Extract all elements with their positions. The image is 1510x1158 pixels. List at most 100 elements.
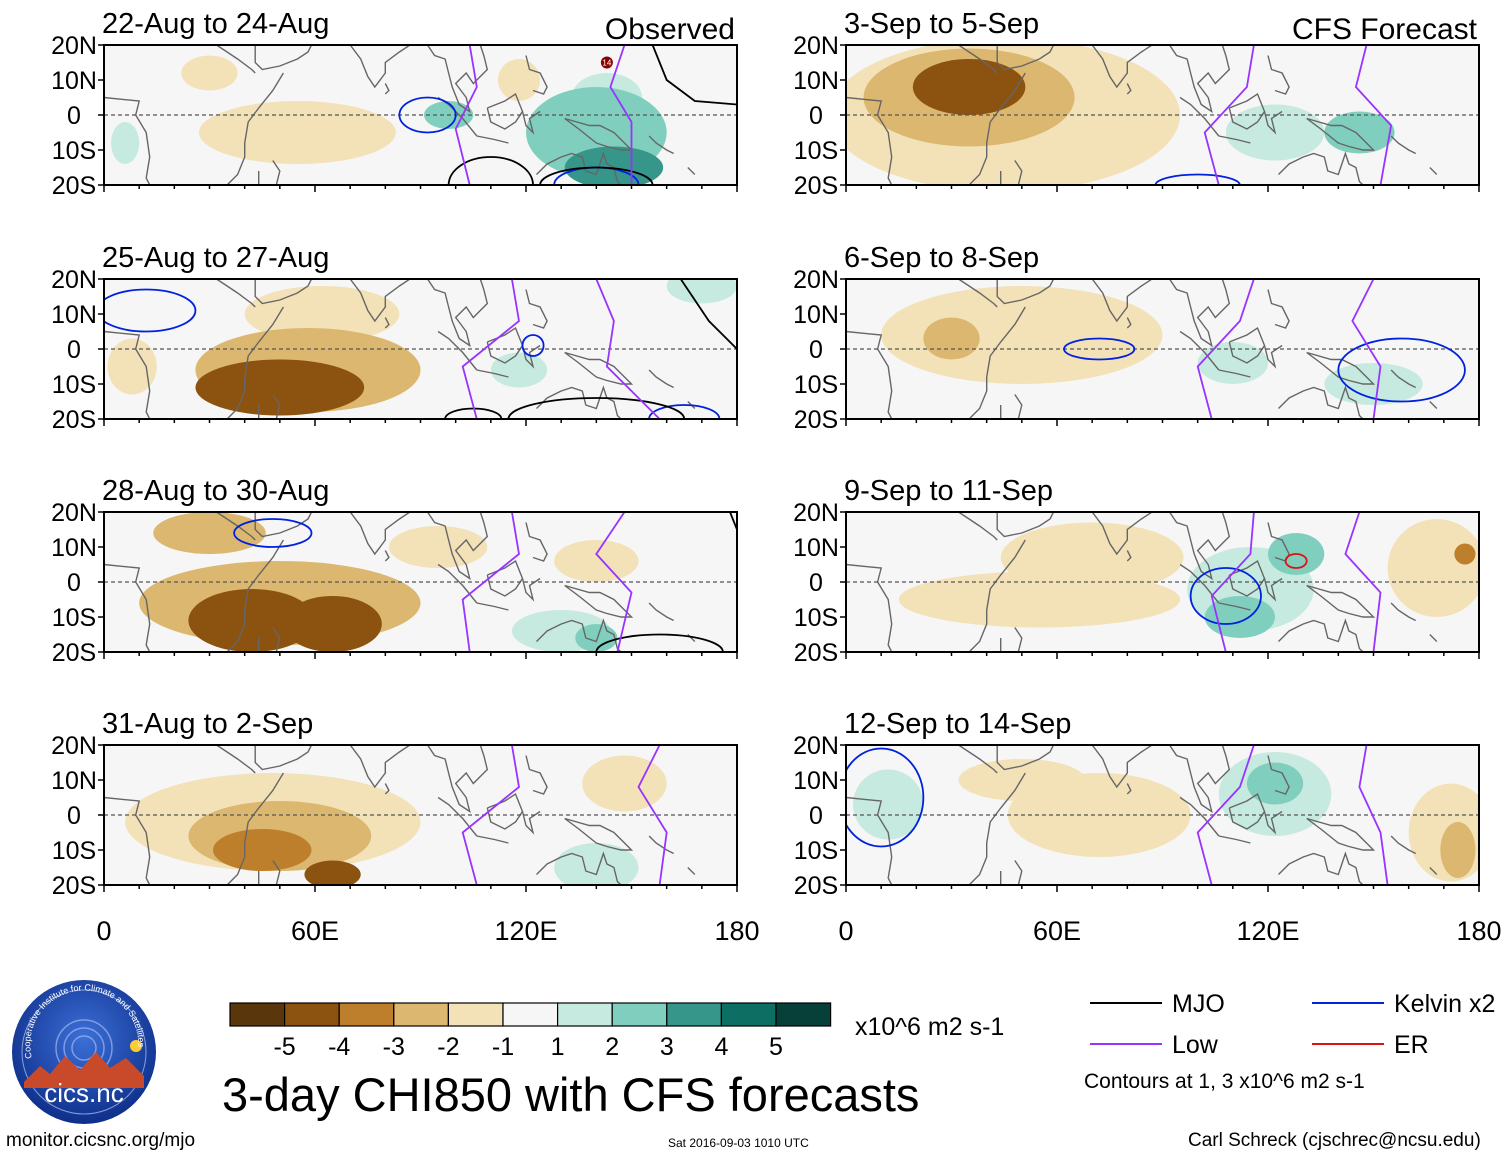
- y-tick-label: 20N: [51, 499, 97, 527]
- coastline: [216, 45, 256, 74]
- coastline: [1267, 522, 1290, 562]
- y-tick-label: 10N: [793, 767, 839, 795]
- coastline: [104, 796, 151, 885]
- coastline: [1218, 369, 1251, 378]
- y-tick-label: 20S: [52, 406, 96, 434]
- coastline: [476, 135, 509, 144]
- colorbar-tick-label: -5: [273, 1033, 295, 1061]
- panel-period-title: 25-Aug to 27-Aug: [102, 242, 329, 274]
- y-tick-label: 20N: [793, 499, 839, 527]
- coastline: [525, 55, 548, 95]
- coastline: [254, 45, 313, 71]
- kelvin-contour: [233, 518, 313, 548]
- footer-url[interactable]: monitor.cicsnc.org/mjo: [6, 1130, 196, 1151]
- y-tick-label: 10N: [793, 301, 839, 329]
- colorbar-tick-label: -3: [383, 1033, 405, 1061]
- logo-text: cics.nc: [44, 1078, 123, 1108]
- coastline: [564, 584, 634, 618]
- chi850-anomaly-blob: [188, 589, 315, 652]
- y-tick-label: 10S: [794, 604, 838, 632]
- colorbar-swatch: [393, 1002, 449, 1027]
- coastline: [687, 867, 696, 875]
- chi850-anomaly-blob: [213, 829, 312, 871]
- y-tick-label: 10S: [794, 137, 838, 165]
- coastline: [536, 851, 622, 885]
- coastline: [968, 539, 1026, 652]
- coastline: [648, 135, 675, 155]
- x-tick-label: 180: [714, 916, 759, 946]
- y-tick-label: 20S: [794, 639, 838, 667]
- y-tick-label: 10S: [52, 604, 96, 632]
- coastline: [1429, 867, 1438, 875]
- colorbar-tick-label: 5: [769, 1033, 783, 1061]
- coastline: [1126, 317, 1132, 329]
- coastline: [1278, 851, 1364, 885]
- y-tick-label: 0: [67, 802, 81, 830]
- map-panel: 20N 10N 0 10S 20S 3-Sep to 5-Sep CFS Forecast: [793, 8, 1480, 200]
- coastline: [687, 167, 696, 175]
- chi850-anomaly-blob: [666, 279, 737, 304]
- coastline: [1306, 817, 1376, 851]
- low-contour: [1203, 45, 1255, 185]
- kelvin-contour: [521, 334, 545, 357]
- y-tick-label: 20N: [51, 32, 97, 60]
- coastline: [996, 45, 1055, 71]
- coastline: [426, 45, 489, 114]
- panel-contents: [846, 512, 1479, 652]
- coastline: [968, 306, 1026, 419]
- storm-marker-label: 14: [602, 59, 611, 68]
- coastline: [648, 369, 675, 389]
- coastline: [486, 326, 524, 364]
- colorbar-swatch: [447, 1002, 504, 1027]
- y-tick-label: 10S: [794, 837, 838, 865]
- legend-label: Kelvin x2: [1394, 990, 1495, 1018]
- colorbar-swatch: [502, 1002, 559, 1027]
- coastline: [339, 512, 411, 556]
- map-panel: 20N 10N 0 10S 20S 9-Sep to 11-Sep: [793, 475, 1480, 667]
- y-tick-label: 20S: [52, 872, 96, 900]
- colorbar-tick-label: -4: [328, 1033, 350, 1061]
- coastline: [254, 512, 313, 538]
- panel-period-title: 6-Sep to 8-Sep: [844, 242, 1039, 274]
- chi850-anomaly-blob: [1197, 342, 1269, 384]
- coastline: [521, 344, 541, 369]
- coastline: [1429, 634, 1438, 642]
- coastline: [254, 745, 313, 771]
- coastline: [1267, 289, 1290, 329]
- coastline: [1429, 167, 1438, 175]
- footer-author: Carl Schreck (cjschrec@ncsu.edu): [1188, 1130, 1481, 1151]
- coastline: [426, 745, 489, 814]
- chi850-anomaly-blob: [304, 860, 361, 885]
- coastline: [254, 279, 313, 305]
- coastline: [958, 45, 998, 74]
- colorbar: -5 -4 -3 -2 -1 1 2 3 4 5: [229, 1002, 832, 1061]
- coastline: [1168, 279, 1231, 348]
- panel-period-title: 3-Sep to 5-Sep: [844, 8, 1039, 40]
- mjo-contour: [595, 633, 724, 652]
- panel-contents: [104, 745, 737, 885]
- coastline: [525, 289, 548, 329]
- coastline: [521, 577, 541, 602]
- coastline: [1278, 385, 1364, 419]
- kelvin-contour: [104, 288, 197, 333]
- coastline: [968, 772, 1026, 885]
- er-contour: [1284, 553, 1308, 569]
- colorbar-tick-label: -1: [492, 1033, 514, 1061]
- coastline: [226, 306, 284, 419]
- low-contour: [1354, 45, 1393, 185]
- y-tick-label: 0: [809, 336, 823, 364]
- chi850-anomaly-blob: [1324, 111, 1395, 154]
- colorbar-swatch: [229, 1002, 286, 1027]
- coastline: [1306, 351, 1376, 385]
- colorbar-tick-label: 2: [605, 1033, 619, 1061]
- coastline: [1267, 55, 1290, 95]
- low-contour: [609, 45, 633, 185]
- coastline: [1168, 512, 1231, 581]
- coastline: [1390, 835, 1417, 855]
- y-tick-label: 10S: [52, 137, 96, 165]
- coastline: [1014, 627, 1023, 652]
- coastline: [272, 160, 281, 185]
- figure-title: 3-day CHI850 with CFS forecasts: [222, 1068, 920, 1121]
- low-contour: [595, 512, 633, 652]
- coastline: [1267, 755, 1290, 795]
